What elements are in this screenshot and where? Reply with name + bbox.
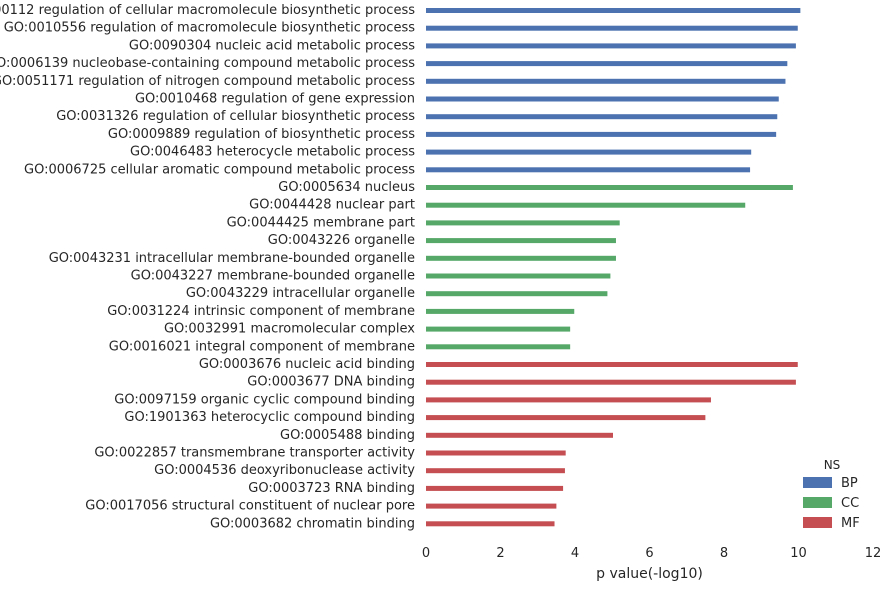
- category-label: GO:0043229 intracellular organelle: [186, 286, 415, 301]
- bar-cc: [426, 202, 746, 208]
- x-tick-label: 8: [720, 546, 728, 561]
- x-tick-label: 4: [571, 546, 579, 561]
- bar-bp: [426, 43, 796, 49]
- bar-cc: [426, 185, 793, 190]
- x-axis-title: p value(-log10): [596, 566, 703, 582]
- bar-mf: [426, 397, 711, 403]
- x-tick-label: 6: [645, 546, 653, 561]
- category-label: GO:0031224 intrinsic component of membra…: [107, 304, 415, 319]
- x-tick-label: 0: [422, 546, 430, 561]
- category-label: GO:0044428 nuclear part: [249, 198, 415, 213]
- category-label: GO:0003723 RNA binding: [248, 481, 415, 496]
- bar-mf: [426, 503, 557, 509]
- bar-cc: [426, 273, 611, 279]
- bar-cc: [426, 255, 616, 261]
- x-tick-label: 12: [865, 546, 882, 561]
- bar-bp: [426, 167, 751, 173]
- category-label: GO:0044425 membrane part: [227, 215, 415, 230]
- category-label: GO:0005488 binding: [280, 428, 415, 443]
- bar-bp: [426, 131, 777, 137]
- bar-bp: [426, 114, 778, 120]
- bar-mf: [426, 521, 555, 527]
- bar-cc: [426, 344, 571, 350]
- bar-bp: [426, 96, 779, 102]
- category-label: GO:0097159 organic cyclic compound bindi…: [114, 392, 415, 407]
- category-label: GO:0006139 nucleobase-containing compoun…: [0, 56, 415, 71]
- x-axis-ticks: 0 2 4 6 8 10 12: [422, 546, 881, 561]
- bar-mf: [426, 415, 706, 421]
- category-label: GO:0009889 regulation of biosynthetic pr…: [108, 127, 415, 142]
- legend-label-mf: MF: [841, 516, 860, 531]
- category-label: GO:0032991 macromolecular complex: [164, 322, 415, 337]
- x-tick-label: 10: [790, 546, 807, 561]
- bar-mf: [426, 432, 613, 438]
- category-label: GO:0043231 intracellular membrane-bounde…: [49, 251, 415, 266]
- legend-swatch-mf: [803, 517, 832, 528]
- category-label: GO:0031326 regulation of cellular biosyn…: [56, 109, 415, 124]
- category-label: GO:0006725 cellular aromatic compound me…: [24, 162, 415, 177]
- category-label: GO:0010556 regulation of macromolecule b…: [4, 21, 415, 36]
- bar-cc: [426, 326, 571, 332]
- legend-swatch-cc: [803, 497, 832, 508]
- category-label: GO:0003682 chromatin binding: [210, 516, 415, 531]
- bar-cc: [426, 220, 620, 226]
- category-label: GO:0090304 nucleic acid metabolic proces…: [129, 38, 415, 53]
- x-tick-label: 2: [496, 546, 504, 561]
- bar-mf: [426, 450, 566, 456]
- category-label: GO:0051171 regulation of nitrogen compou…: [0, 74, 415, 89]
- category-label: GO:0005634 nucleus: [278, 180, 415, 195]
- category-label: GO:0010468 regulation of gene expression: [135, 92, 415, 107]
- category-label: GO:0016021 integral component of membran…: [109, 339, 415, 354]
- bar-cc: [426, 308, 575, 314]
- category-label: GO:0046483 heterocycle metabolic process: [130, 145, 415, 160]
- bar-cc: [426, 291, 608, 297]
- bar-bp: [426, 149, 752, 155]
- category-label: GO:0004536 deoxyribonuclease activity: [154, 463, 415, 478]
- bars-layer: [426, 8, 801, 527]
- bar-mf: [426, 468, 565, 474]
- bar-mf: [426, 362, 798, 367]
- category-label: GO:0043226 organelle: [268, 233, 415, 248]
- category-label: GO:0003676 nucleic acid binding: [199, 357, 415, 372]
- category-label: GO:0003677 DNA binding: [247, 375, 415, 390]
- legend-swatch-bp: [803, 477, 832, 488]
- category-label: GO:0022857 transmembrane transporter act…: [94, 446, 415, 461]
- bar-bp: [426, 78, 786, 84]
- bar-mf: [426, 379, 796, 385]
- legend-title: NS: [824, 458, 841, 472]
- bar-bp: [426, 8, 801, 13]
- bar-mf: [426, 485, 564, 491]
- bar-bp: [426, 25, 798, 31]
- legend: NS BP CC MF: [803, 458, 860, 531]
- bar-cc: [426, 238, 616, 244]
- legend-label-bp: BP: [841, 476, 858, 491]
- category-labels: GO:2000112 regulation of cellular macrom…: [0, 3, 415, 531]
- category-label: GO:0017056 structural constituent of nuc…: [85, 499, 415, 514]
- category-label: GO:2000112 regulation of cellular macrom…: [0, 3, 415, 18]
- category-label: GO:1901363 heterocyclic compound binding: [124, 410, 415, 425]
- legend-label-cc: CC: [841, 496, 859, 511]
- category-label: GO:0043227 membrane-bounded organelle: [131, 269, 415, 284]
- bar-bp: [426, 61, 788, 67]
